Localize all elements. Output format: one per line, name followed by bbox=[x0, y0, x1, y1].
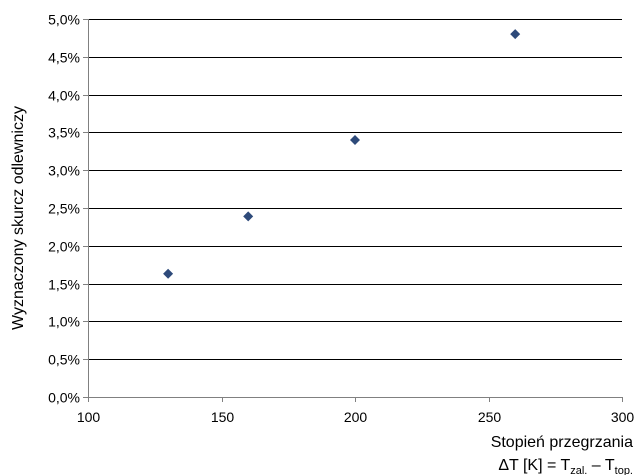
x-axis-title-line2: ΔT [K] = Tzal. – Ttop. bbox=[498, 457, 633, 475]
data-point bbox=[510, 29, 521, 40]
x-axis-title-sub1: zal. bbox=[570, 465, 587, 475]
y-axis-title: Wyznaczony skurcz odlewniczy bbox=[10, 106, 27, 330]
y-tick-label: 1,5% bbox=[48, 277, 80, 293]
x-axis-title-sub2: top. bbox=[615, 465, 633, 475]
gridlines bbox=[88, 19, 622, 360]
y-tick-label: 4,5% bbox=[48, 50, 80, 66]
y-tick-label: 4,0% bbox=[48, 88, 80, 104]
y-tick-label: 0,0% bbox=[48, 390, 80, 406]
y-tick-label: 1,0% bbox=[48, 314, 80, 330]
x-tick-label: 300 bbox=[611, 409, 635, 425]
data-point bbox=[163, 268, 174, 279]
y-tick-label: 3,5% bbox=[48, 125, 80, 141]
x-tick-labels: 100 150 200 250 300 bbox=[77, 409, 635, 425]
x-tick-label: 150 bbox=[211, 409, 235, 425]
x-tick-label: 200 bbox=[344, 409, 368, 425]
y-tick-label: 2,0% bbox=[48, 239, 80, 255]
y-tick-labels: 0,0% 0,5% 1,0% 1,5% 2,0% 2,5% 3,0% 3,5% 4,0% 4,5%… bbox=[48, 12, 80, 406]
x-axis-title-prefix: ΔT [K] = T bbox=[498, 457, 570, 474]
x-tick-label: 250 bbox=[478, 409, 502, 425]
data-point bbox=[350, 134, 360, 145]
y-tick-label: 3,0% bbox=[48, 163, 80, 179]
y-tick-label: 2,5% bbox=[48, 201, 80, 217]
x-tick-label: 100 bbox=[77, 409, 101, 425]
x-axis-title-mid: – T bbox=[587, 457, 615, 474]
x-axis-title-line1: Stopień przegrzania bbox=[491, 434, 633, 451]
axes bbox=[83, 19, 623, 402]
data-points bbox=[163, 29, 521, 279]
data-point bbox=[243, 211, 254, 222]
y-tick-label: 5,0% bbox=[48, 12, 80, 28]
y-tick-label: 0,5% bbox=[48, 352, 80, 368]
